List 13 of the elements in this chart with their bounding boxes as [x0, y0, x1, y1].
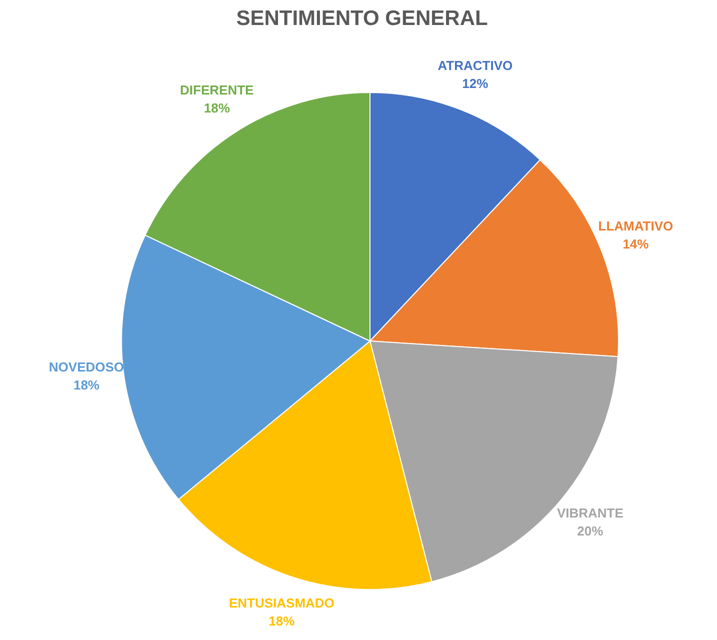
data-label: 18%	[73, 377, 100, 392]
data-label: 14%	[622, 236, 650, 252]
slice-label: LLAMATIVO	[598, 218, 674, 234]
data-label: 12%	[462, 76, 489, 91]
data-label: 18%	[268, 613, 296, 628]
slice-label: NOVEDOSO	[48, 359, 124, 374]
data-label: 20%	[577, 524, 604, 539]
slice-label: ATRACTIVO	[438, 58, 513, 73]
data-label: 18%	[204, 100, 230, 116]
chart-title: SENTIMIENTO GENERAL	[236, 6, 488, 30]
slice-label: VIBRANTE	[556, 506, 624, 521]
slice-label: DIFERENTE	[180, 82, 254, 98]
slice-label: ENTUSIASMADO	[228, 595, 334, 610]
